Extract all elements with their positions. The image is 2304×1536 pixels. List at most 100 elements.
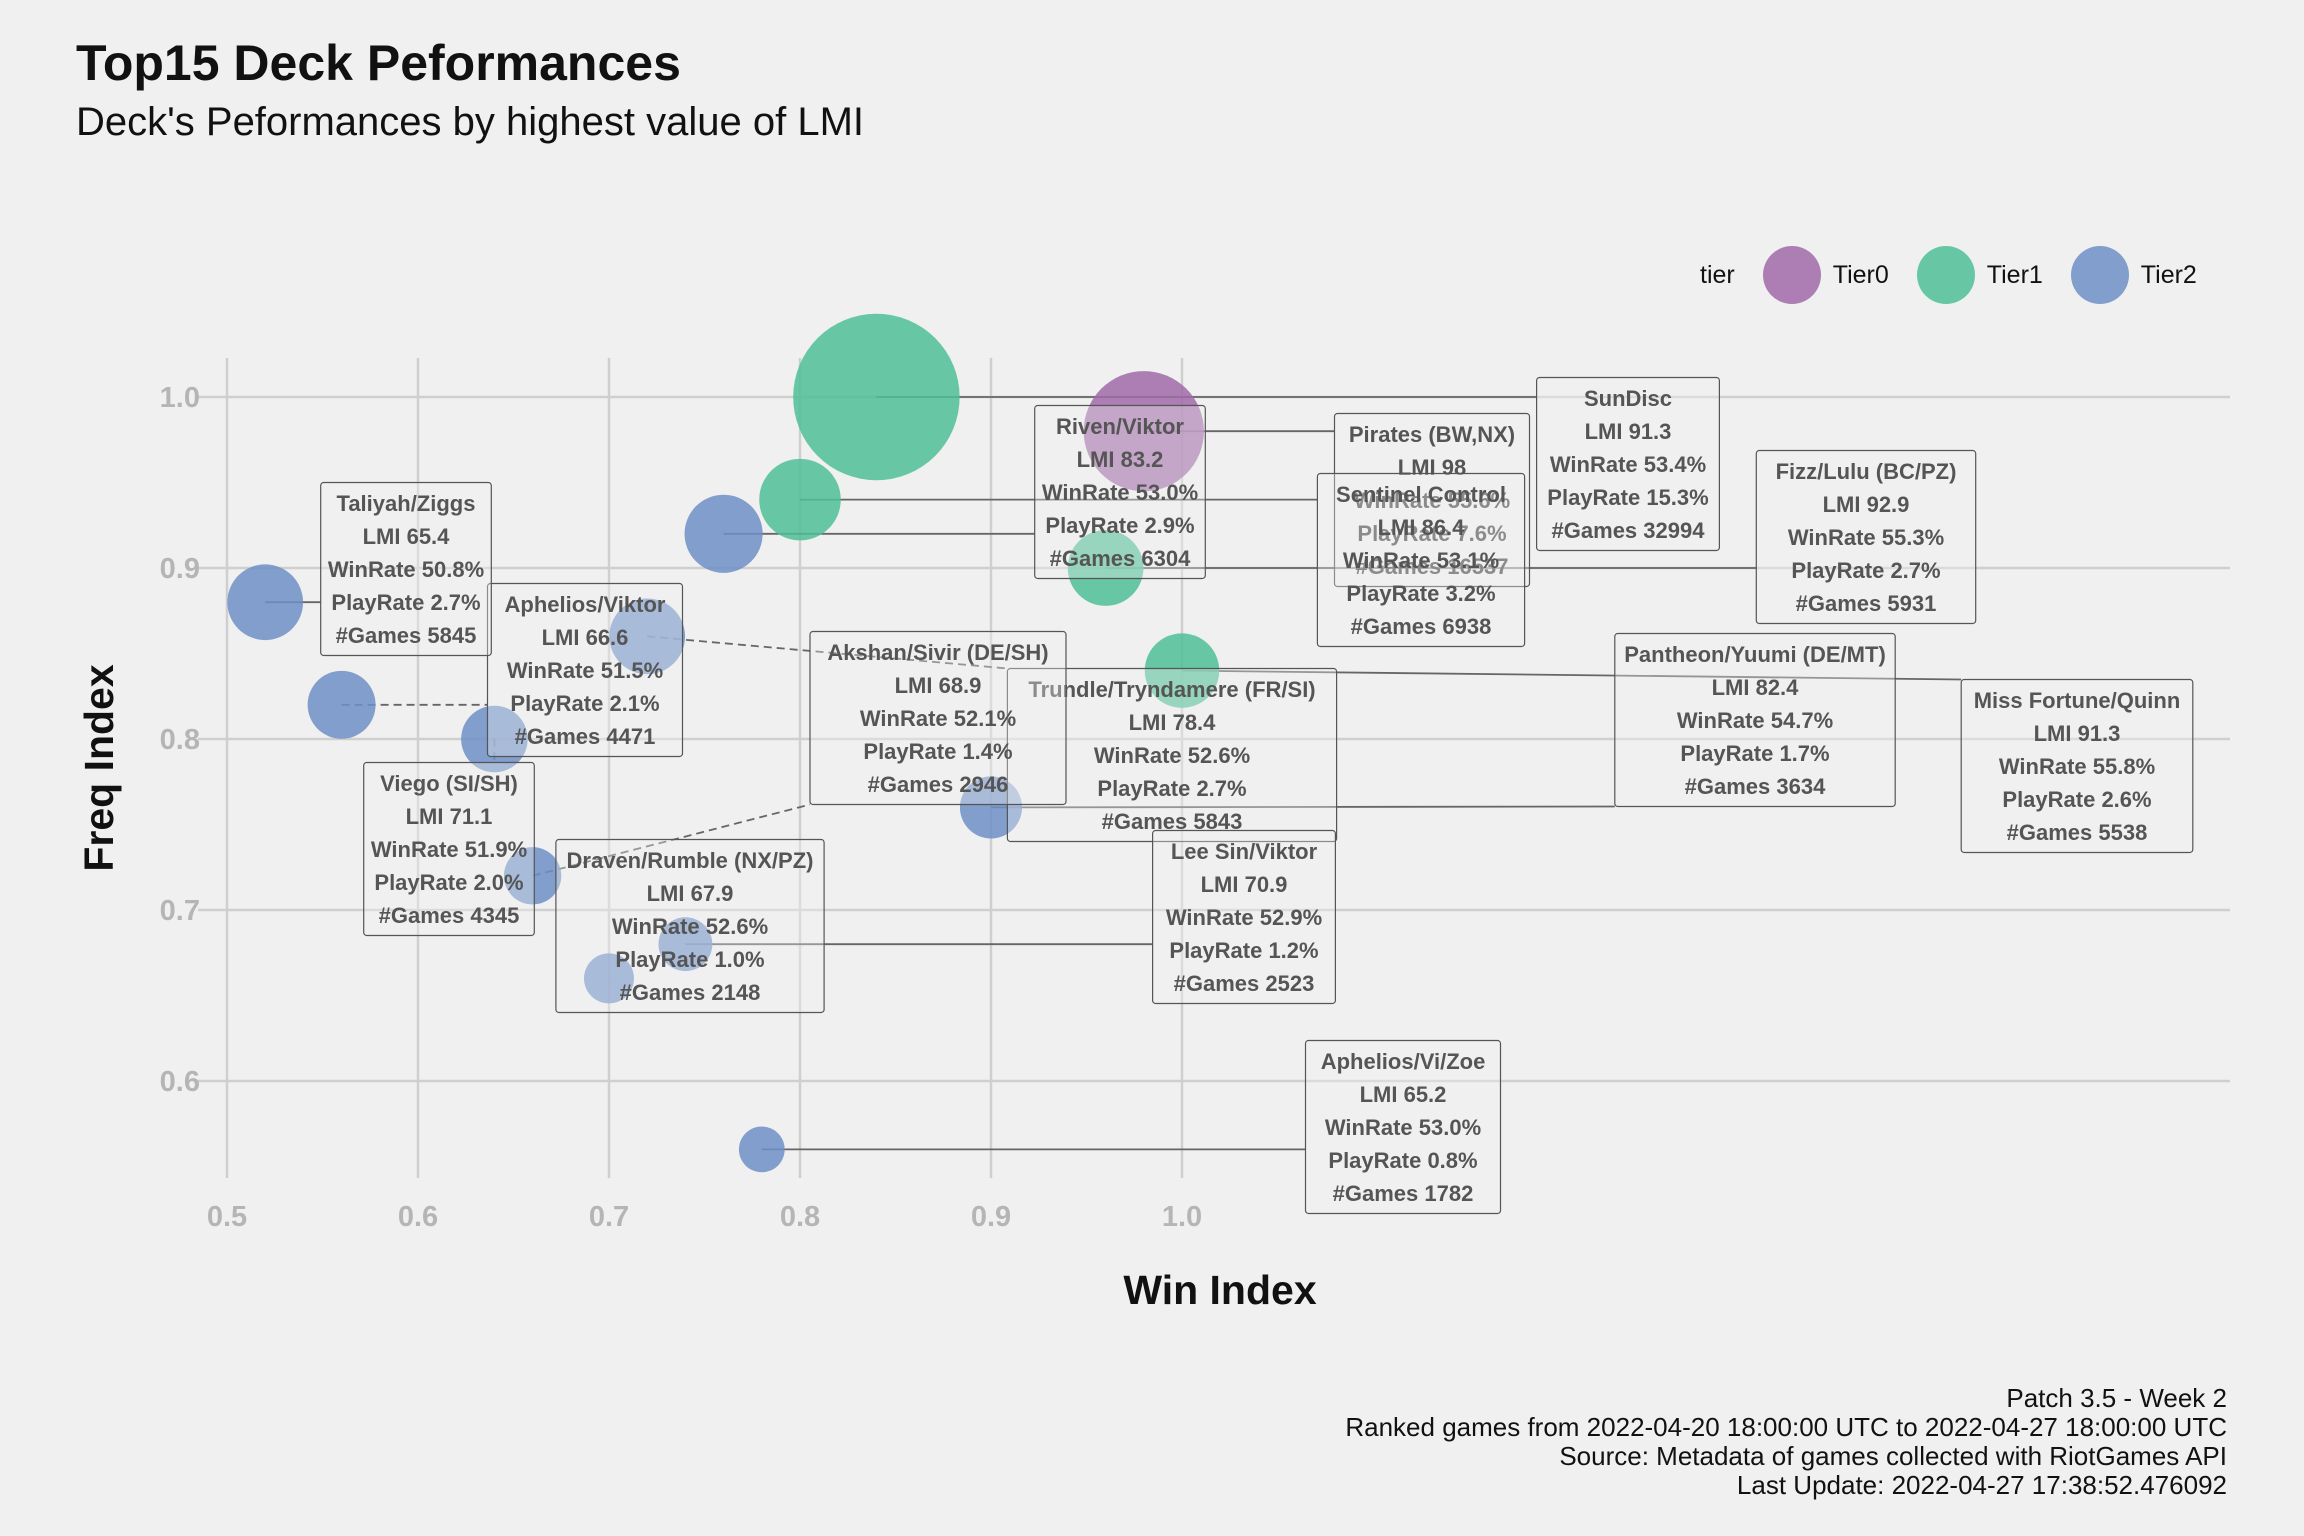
x-tick-label: 0.7 <box>589 1201 629 1233</box>
point-label-stat: WinRate 53.0% <box>1325 1115 1481 1140</box>
point-label-box <box>809 630 1067 806</box>
legend-label-tier1: Tier1 <box>1986 260 2043 289</box>
y-axis-label: Freq Index <box>76 664 122 872</box>
point-label-stat: PlayRate 1.0% <box>615 947 764 972</box>
legend-swatch-tier0 <box>1762 246 1821 304</box>
point-label-box <box>1960 678 2194 854</box>
y-tick-label: 1.0 <box>160 382 200 414</box>
legend-item-tier0: Tier0 <box>1760 244 1889 306</box>
point-label-name: Pantheon/Yuumi (DE/MT) <box>1624 642 1886 667</box>
point-label-stat: WinRate 51.5% <box>507 658 663 683</box>
point-label-stat: WinRate 53.0% <box>1042 480 1198 505</box>
x-tick-label: 0.6 <box>398 1201 438 1233</box>
point-label-name: Fizz/Lulu (BC/PZ) <box>1776 459 1957 484</box>
data-point <box>584 953 634 1004</box>
point-label-stat: PlayRate 3.2% <box>1346 581 1495 606</box>
y-tick-label: 0.7 <box>160 895 200 927</box>
point-labels: Pirates (BW,NX) LMI 98 WinRate 55.6% PlayRa… <box>320 376 2194 1215</box>
data-point <box>1067 530 1144 606</box>
point-label-stat: WinRate 55.8% <box>1999 754 2155 779</box>
point-label-box <box>486 582 684 758</box>
point-label-stat: #Games 4471 <box>515 724 656 749</box>
point-label-stat: WinRate 54.7% <box>1677 708 1833 733</box>
point-label-stat: LMI 70.9 <box>1201 872 1288 897</box>
point-label-stat: PlayRate 2.1% <box>510 691 659 716</box>
legend-item-tier1: Tier1 <box>1914 244 2043 306</box>
data-point <box>658 917 713 972</box>
point-label-stat: #Games 5843 <box>1102 809 1243 834</box>
x-tick-label: 0.8 <box>780 1201 820 1233</box>
point-label-name: Miss Fortune/Quinn <box>1974 688 2181 713</box>
label-connector <box>990 805 1615 809</box>
point-label-stat: PlayRate 2.0% <box>374 870 523 895</box>
data-point <box>959 776 1023 839</box>
point-label-name: Pirates (BW,NX) <box>1349 422 1515 447</box>
data-point <box>503 847 562 905</box>
point-label-stat: PlayRate 7.6% <box>1357 521 1506 546</box>
caption: Patch 3.5 - Week 2 Ranked games from 202… <box>1345 1384 2227 1500</box>
point-label-stat: LMI 66.6 <box>542 625 629 650</box>
point-label-name: Riven/Viktor <box>1056 414 1184 439</box>
caption-line: Patch 3.5 - Week 2 <box>2006 1383 2227 1413</box>
point-label-stat: LMI 92.9 <box>1823 492 1910 517</box>
label-connector <box>1181 669 1962 681</box>
caption-line: Ranked games from 2022-04-20 18:00:00 UT… <box>1345 1412 2227 1442</box>
point-label-stat: LMI 98 <box>1398 455 1466 480</box>
point-label-stat: WinRate 50.8% <box>328 557 484 582</box>
y-tick-label: 0.6 <box>160 1066 200 1098</box>
point-label-stat: #Games 5845 <box>336 623 477 648</box>
data-point <box>793 313 960 481</box>
label-connector <box>532 803 811 877</box>
point-label-box <box>363 761 535 937</box>
point-label-stat: LMI 78.4 <box>1129 710 1217 735</box>
point-label-stat: PlayRate 0.8% <box>1328 1148 1477 1173</box>
point-label-name: Sentinel Control <box>1336 482 1506 507</box>
data-point <box>307 670 376 739</box>
legend-label-tier2: Tier2 <box>2140 260 2197 289</box>
point-label-stat: PlayRate 15.3% <box>1547 485 1708 510</box>
point-label-stat: PlayRate 1.4% <box>863 739 1012 764</box>
point-label-stat: #Games 16537 <box>1356 554 1509 579</box>
point-label-stat: #Games 2148 <box>620 980 761 1005</box>
point-label-box <box>320 481 492 657</box>
point-label-stat: #Games 2523 <box>1174 971 1315 996</box>
point-label-stat: LMI 83.2 <box>1077 447 1164 472</box>
point-label-stat: #Games 1782 <box>1333 1181 1474 1206</box>
point-label-stat: PlayRate 1.7% <box>1680 741 1829 766</box>
point-label-stat: #Games 32994 <box>1552 518 1706 543</box>
label-connectors <box>265 396 1962 1151</box>
point-label-stat: #Games 5931 <box>1796 591 1937 616</box>
point-label-box <box>1304 1039 1502 1215</box>
x-tick-label: 0.5 <box>207 1201 247 1233</box>
point-label-box <box>1614 632 1896 808</box>
label-connector <box>647 635 1008 670</box>
legend: tier Tier0 Tier1 Tier2 <box>1700 244 2223 306</box>
point-label-box <box>555 838 825 1014</box>
point-label-box <box>1535 376 1720 552</box>
point-label-stat: #Games 2946 <box>868 772 1009 797</box>
point-label-name: Aphelios/Viktor <box>505 592 666 617</box>
point-label-stat: #Games 5538 <box>2007 820 2148 845</box>
point-label-stat: LMI 65.2 <box>1360 1082 1447 1107</box>
point-label-name: Viego (SI/SH) <box>380 771 518 796</box>
data-point <box>227 564 304 641</box>
caption-line: Last Update: 2022-04-27 17:38:52.476092 <box>1736 1470 2227 1500</box>
point-label-stat: WinRate 53.1% <box>1343 548 1499 573</box>
point-label-stat: PlayRate 2.9% <box>1045 513 1194 538</box>
points <box>227 313 1220 1173</box>
point-label-stat: WinRate 51.9% <box>371 837 527 862</box>
point-label-name: Lee Sin/Viktor <box>1171 839 1318 864</box>
data-point <box>738 1126 785 1173</box>
point-label-stat: LMI 91.3 <box>1585 419 1672 444</box>
data-point <box>1083 371 1204 492</box>
point-label-stat: PlayRate 2.7% <box>1097 776 1246 801</box>
data-point <box>759 458 841 541</box>
caption-line: Source: Metadata of games collected with… <box>1559 1441 2227 1471</box>
point-label-stat: WinRate 52.9% <box>1166 905 1322 930</box>
y-tick-label: 0.9 <box>160 553 200 585</box>
point-label-box <box>1006 667 1338 843</box>
point-label-stat: WinRate 53.4% <box>1550 452 1706 477</box>
legend-swatch-tier2 <box>2070 246 2129 304</box>
point-label-name: Draven/Rumble (NX/PZ) <box>567 848 814 873</box>
